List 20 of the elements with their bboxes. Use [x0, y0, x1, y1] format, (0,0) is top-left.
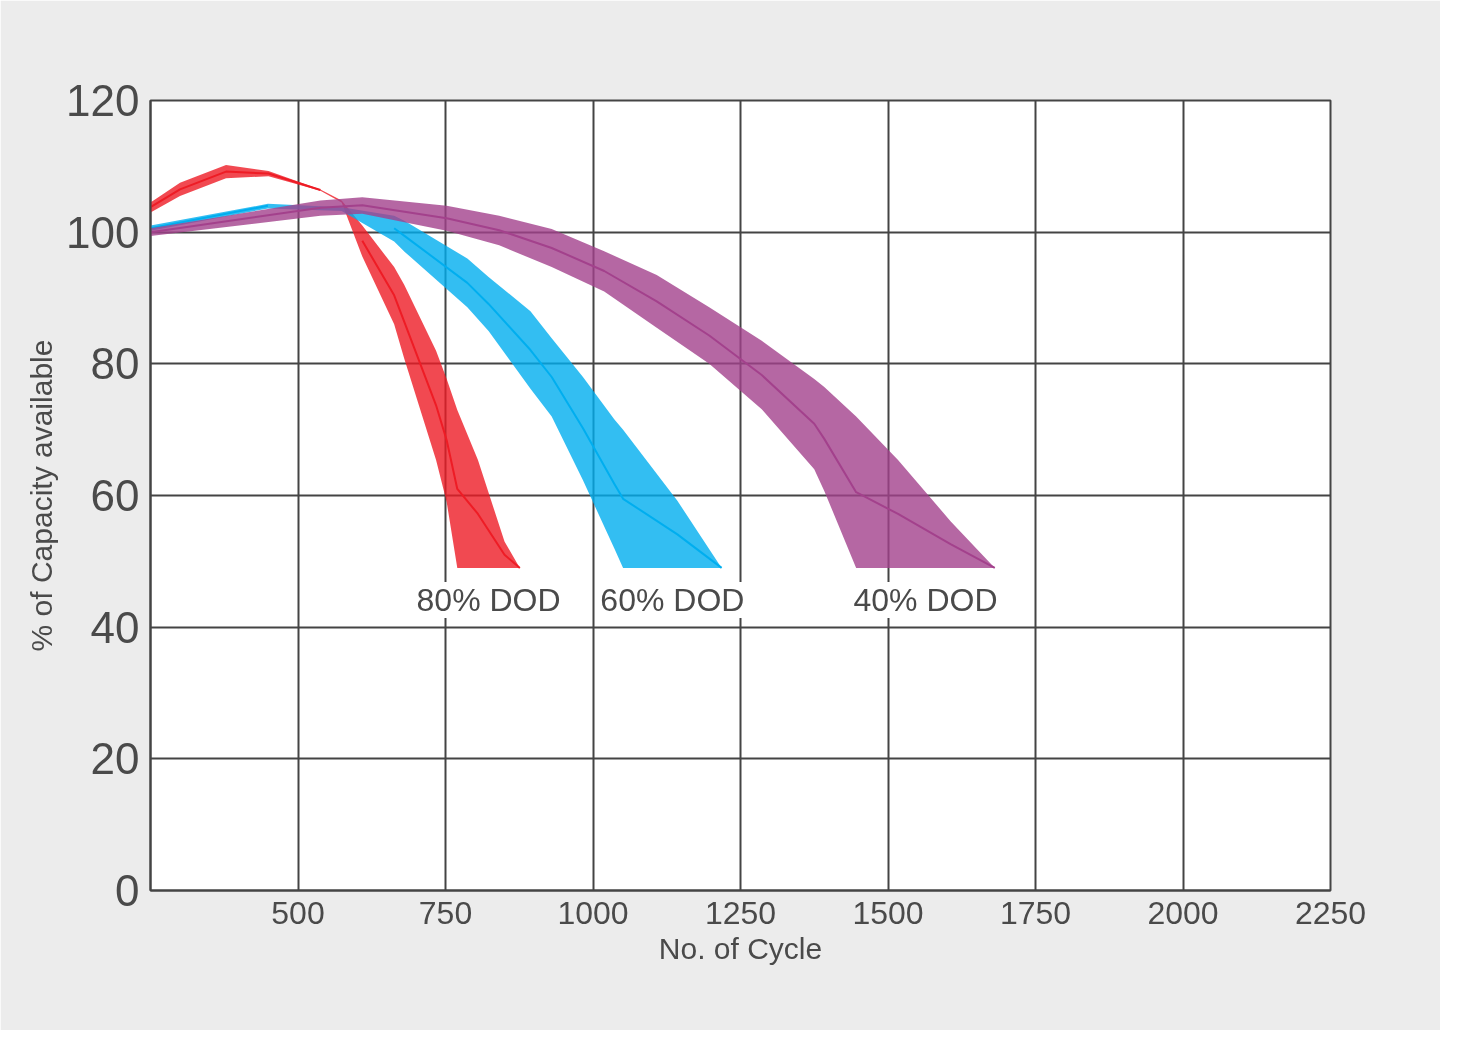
y-tick-label: 100: [66, 207, 140, 257]
x-tick-label: 1250: [704, 894, 777, 931]
x-tick-label: 750: [418, 894, 473, 931]
y-tick-label: 60: [90, 471, 140, 520]
x-tick-label: 1750: [999, 894, 1072, 931]
y-axis-title: % of Capacity available: [25, 339, 59, 652]
x-tick-label: 2000: [1147, 894, 1219, 931]
y-tick-label: 20: [90, 734, 140, 784]
x-axis-title: No. of Cycle: [658, 931, 823, 965]
x-tick-label: 1500: [852, 894, 924, 931]
series-label: 60% DOD: [600, 581, 745, 618]
x-tick-label: 500: [271, 894, 325, 931]
series-label: 40% DOD: [853, 581, 998, 618]
x-tick-label: 2250: [1294, 894, 1367, 931]
y-tick-label: 0: [115, 866, 140, 915]
y-tick-label: 120: [66, 76, 140, 125]
y-tick-label: 80: [90, 339, 140, 389]
x-tick-label: 1000: [557, 894, 629, 931]
series-label: 80% DOD: [416, 581, 561, 618]
y-tick-label: 40: [90, 602, 140, 652]
